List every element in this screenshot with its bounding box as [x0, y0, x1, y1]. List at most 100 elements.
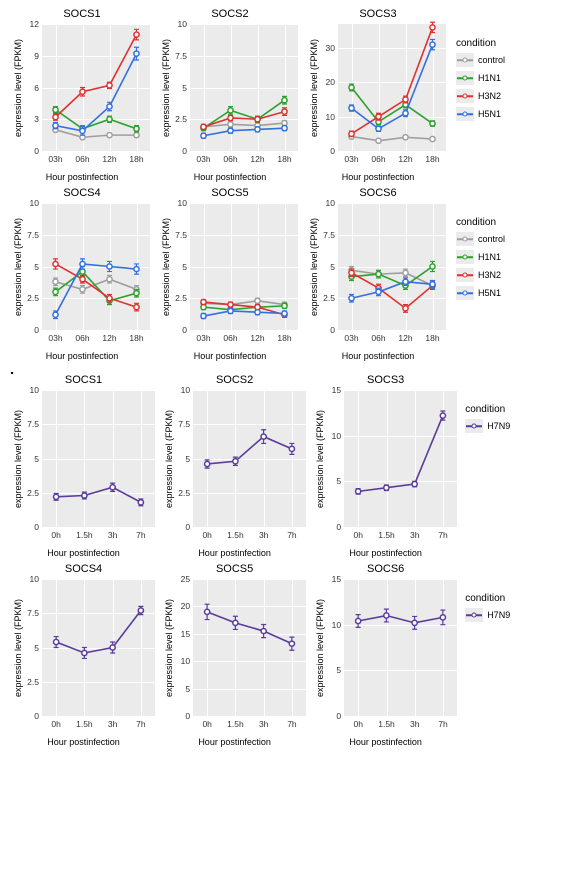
series-point-H5N1	[228, 128, 233, 133]
y-tick: 3	[34, 114, 42, 124]
y-tick: 15	[181, 629, 193, 639]
x-tick: 0h	[354, 716, 363, 729]
x-tick: 03h	[196, 151, 210, 164]
series-point-H5N1	[376, 289, 381, 294]
series-line-control	[352, 137, 433, 141]
chart-title: SOCS3	[304, 8, 452, 20]
series-svg	[190, 203, 298, 330]
series-point-H1N1	[53, 107, 58, 112]
y-tick: 9	[34, 51, 42, 61]
legend-swatch-icon	[456, 89, 474, 103]
series-point-H5N1	[201, 313, 206, 318]
legend-label: H7N9	[487, 421, 510, 431]
y-tick: 7.5	[175, 230, 190, 240]
series-point-control	[80, 287, 85, 292]
legend-label: H5N1	[478, 109, 501, 119]
x-tick: 1.5h	[76, 716, 93, 729]
series-point-H7N9	[54, 494, 59, 499]
series-line-H7N9	[56, 611, 141, 653]
x-axis-label: Hour postinfection	[8, 737, 159, 747]
y-axis-label: expression level (FPKM)	[161, 38, 171, 138]
series-point-H5N1	[349, 105, 354, 110]
y-tick: 25	[181, 574, 193, 584]
legend-swatch-icon	[465, 608, 483, 622]
chart-socs5: SOCS5expression level (FPKM)Hour postinf…	[159, 563, 310, 748]
x-tick: 12h	[250, 330, 264, 343]
legend-item-H7N9: H7N9	[465, 419, 559, 433]
y-tick: 15	[332, 385, 344, 395]
series-point-H3N2	[53, 115, 58, 120]
series-svg	[338, 24, 446, 151]
y-tick: 0	[336, 711, 344, 721]
series-point-control	[403, 135, 408, 140]
x-tick: 1.5h	[227, 527, 244, 540]
series-point-H3N2	[201, 299, 206, 304]
series-point-H7N9	[82, 493, 87, 498]
y-tick: 10	[181, 385, 193, 395]
y-axis-label: expression level (FPKM)	[309, 217, 319, 317]
y-tick: 7.5	[323, 230, 338, 240]
x-tick: 3h	[259, 527, 268, 540]
series-point-H3N2	[107, 83, 112, 88]
legend-label: control	[478, 55, 505, 65]
series-point-H3N2	[349, 270, 354, 275]
y-tick: 5	[182, 83, 190, 93]
series-point-H7N9	[138, 500, 143, 505]
series-point-H7N9	[110, 485, 115, 490]
legend: conditionH7N9	[461, 563, 559, 626]
series-line-H3N2	[352, 273, 433, 309]
legend-swatch-icon	[456, 250, 474, 264]
x-tick: 7h	[438, 716, 447, 729]
y-axis-label: expression level (FPKM)	[161, 217, 171, 317]
legend-swatch-icon	[456, 107, 474, 121]
y-axis-label: expression level (FPKM)	[164, 598, 174, 698]
chart-socs3: SOCS3expression level (FPKM)Hour postinf…	[310, 374, 461, 559]
legend-swatch-icon	[465, 419, 483, 433]
series-point-H3N2	[134, 32, 139, 37]
x-axis-label: Hour postinfection	[304, 172, 452, 182]
chart-socs6: SOCS6expression level (FPKM)Hour postinf…	[310, 563, 461, 748]
y-tick: 30	[326, 43, 338, 53]
y-tick: 6	[34, 83, 42, 93]
chart-socs1: SOCS1expression level (FPKM)Hour postinf…	[8, 374, 159, 559]
series-point-H7N9	[356, 618, 361, 623]
y-tick: 0	[34, 522, 42, 532]
x-tick: 0h	[354, 527, 363, 540]
series-point-H1N1	[80, 269, 85, 274]
series-point-H7N9	[384, 485, 389, 490]
series-point-H7N9	[412, 481, 417, 486]
y-tick: 5	[336, 476, 344, 486]
series-point-H5N1	[80, 261, 85, 266]
series-point-control	[376, 138, 381, 143]
series-point-H7N9	[54, 639, 59, 644]
series-line-control	[56, 130, 137, 137]
legend-title: condition	[456, 38, 551, 49]
plot-area: 02.557.51003h06h12h18h	[338, 203, 446, 330]
x-axis-label: Hour postinfection	[8, 548, 159, 558]
y-tick: 5	[185, 684, 193, 694]
series-point-H3N2	[430, 25, 435, 30]
series-svg	[193, 579, 306, 716]
y-tick: 10	[332, 431, 344, 441]
y-tick: 0	[34, 325, 42, 335]
series-point-H5N1	[201, 133, 206, 138]
x-tick: 7h	[287, 716, 296, 729]
series-point-control	[53, 279, 58, 284]
series-point-H3N2	[107, 296, 112, 301]
x-tick: 12h	[102, 330, 116, 343]
series-point-H1N1	[282, 303, 287, 308]
chart-socs4: SOCS4expression level (FPKM)Hour postinf…	[8, 187, 156, 362]
series-point-H7N9	[289, 641, 294, 646]
y-tick: 2.5	[27, 293, 42, 303]
x-tick: 06h	[223, 151, 237, 164]
legend-swatch-icon	[456, 268, 474, 282]
series-svg	[190, 24, 298, 151]
series-point-H7N9	[233, 459, 238, 464]
legend-label: H3N2	[478, 270, 501, 280]
x-tick: 12h	[250, 151, 264, 164]
series-point-H5N1	[430, 282, 435, 287]
x-tick: 03h	[196, 330, 210, 343]
series-point-H7N9	[412, 620, 417, 625]
series-point-H1N1	[53, 289, 58, 294]
series-line-H1N1	[56, 272, 137, 301]
